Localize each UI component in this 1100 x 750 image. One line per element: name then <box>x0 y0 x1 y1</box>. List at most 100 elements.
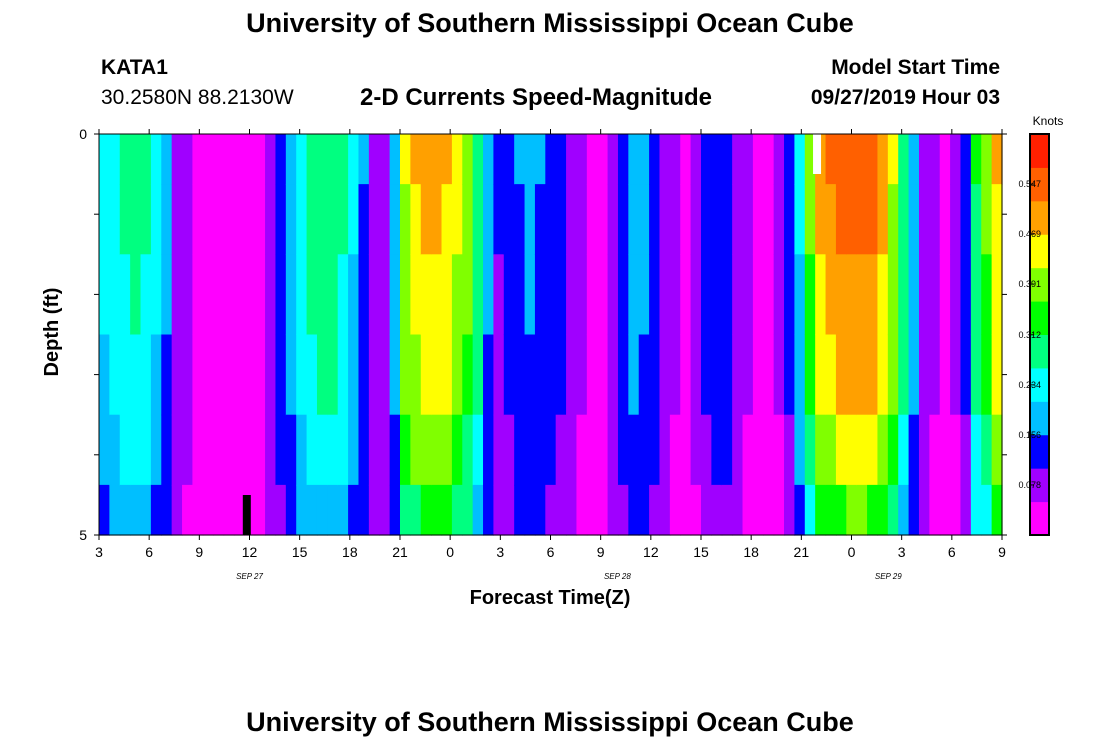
heat-cell <box>918 334 930 416</box>
heat-cell <box>825 134 837 185</box>
heat-cell <box>566 484 578 536</box>
heat-cell <box>825 414 837 486</box>
heat-cell <box>846 184 858 255</box>
heat-cell <box>607 484 619 536</box>
heat-cell <box>150 334 162 416</box>
heat-cell <box>970 184 982 255</box>
heat-cell <box>877 484 889 536</box>
heat-cell <box>970 134 982 185</box>
heat-cell <box>628 334 640 416</box>
heat-cell <box>669 414 681 486</box>
heat-cell <box>680 254 692 336</box>
heat-cell <box>918 484 930 536</box>
heat-cell <box>597 414 609 486</box>
heat-cell <box>462 134 474 185</box>
heat-cell <box>306 334 318 416</box>
heat-cell <box>794 484 806 536</box>
heat-cell <box>451 334 463 416</box>
heat-cell <box>825 254 837 336</box>
heat-cell <box>742 334 754 416</box>
heat-cell <box>877 134 889 185</box>
heat-cell <box>649 254 661 336</box>
heat-cell <box>960 484 972 536</box>
heat-cell <box>202 484 214 536</box>
heat-cell <box>566 184 578 255</box>
heat-cell <box>534 184 546 255</box>
heat-cell <box>680 414 692 486</box>
heat-cell <box>659 484 671 536</box>
heat-cell <box>441 134 453 185</box>
heat-cell <box>223 334 235 416</box>
heat-cell <box>223 184 235 255</box>
heat-cell <box>171 484 183 536</box>
heat-cell <box>991 254 1003 336</box>
heat-cell <box>213 414 225 486</box>
colorbar-swatch <box>1030 501 1049 536</box>
heat-cell <box>524 184 536 255</box>
x-tick-label: 9 <box>597 544 605 560</box>
heat-cell <box>732 484 744 536</box>
heat-cell <box>441 254 453 336</box>
heat-cell <box>597 184 609 255</box>
heat-cell <box>140 334 152 416</box>
heat-cell <box>867 484 879 536</box>
heat-cell <box>835 184 847 255</box>
heat-cell <box>99 254 110 336</box>
heat-cell <box>576 484 588 536</box>
heat-cell <box>99 134 110 185</box>
heat-cell <box>99 484 110 536</box>
x-tick-label: 12 <box>643 544 659 560</box>
heat-cell <box>472 414 484 486</box>
heat-cell <box>337 414 349 486</box>
heat-cell <box>109 334 121 416</box>
heat-cell <box>991 414 1003 486</box>
heat-cell <box>503 254 515 336</box>
heat-cell <box>763 334 775 416</box>
x-tick-label: 18 <box>342 544 358 560</box>
heat-cell <box>493 184 505 255</box>
heat-cell <box>929 334 941 416</box>
heat-cell <box>752 254 764 336</box>
heat-cell <box>472 334 484 416</box>
heat-cell <box>628 134 640 185</box>
heat-cell <box>918 184 930 255</box>
x-tick-label: 0 <box>446 544 454 560</box>
heat-cell <box>701 254 712 336</box>
station-coordinates: 30.2580N 88.2130W <box>101 86 294 109</box>
heat-cell <box>815 334 827 416</box>
heat-cell <box>763 254 775 336</box>
heat-cell <box>524 334 536 416</box>
heat-cell <box>597 484 609 536</box>
heat-cell <box>119 334 131 416</box>
heat-cell <box>441 184 453 255</box>
heat-cell <box>213 134 225 185</box>
heat-cell <box>358 484 370 536</box>
heat-cell <box>887 254 899 336</box>
heat-cell <box>690 414 702 486</box>
heat-cell <box>908 334 920 416</box>
heat-cell <box>472 254 484 336</box>
heat-cell <box>109 184 121 255</box>
heat-cell <box>400 184 411 255</box>
heat-cell <box>358 184 370 255</box>
heat-cell <box>150 184 162 255</box>
heat-cell <box>202 134 214 185</box>
heat-cell <box>368 134 380 185</box>
heat-cell <box>306 414 318 486</box>
y-tick-label: 5 <box>79 527 87 543</box>
heat-cell <box>119 134 131 185</box>
heat-cell <box>607 134 619 185</box>
heat-cell <box>472 184 484 255</box>
heat-cell <box>846 134 858 185</box>
heat-cell <box>275 184 287 255</box>
heat-cell <box>348 414 360 486</box>
y-axis-title: Depth (ft) <box>41 288 63 377</box>
heat-cell <box>379 134 391 185</box>
heat-cell <box>939 184 951 255</box>
heat-cell <box>109 254 121 336</box>
heat-cell <box>368 254 380 336</box>
heat-cell <box>130 414 142 486</box>
heat-cell <box>566 134 578 185</box>
heat-cell <box>804 414 816 486</box>
heat-cell <box>804 134 816 185</box>
